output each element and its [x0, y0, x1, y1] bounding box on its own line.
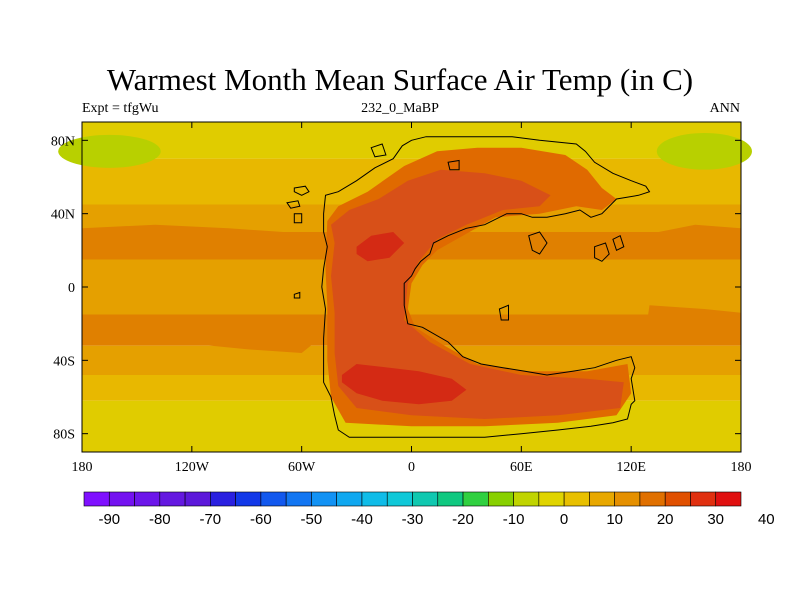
colorbar-label: -80: [149, 511, 171, 528]
colorbar-label: 40: [758, 511, 775, 528]
colorbar-swatch: [437, 491, 464, 507]
axis-ticks: 180 120W 60W 0 60E 120E 180 80N 40N 0 40S 80S: [51, 122, 752, 475]
colorbar-swatch: [361, 491, 388, 507]
colorbar-label: -90: [98, 511, 120, 528]
colorbar-label: -20: [452, 511, 474, 528]
lon-tick-label: 120W: [175, 460, 210, 475]
island-outline-5: [528, 231, 548, 255]
colorbar-label: 20: [657, 511, 674, 528]
map-fill-layer: [58, 122, 752, 452]
island-outline-9: [498, 304, 509, 321]
island-outline-6: [594, 242, 610, 262]
colorbar-swatch: [690, 491, 717, 507]
island-outline-4: [447, 159, 460, 171]
cool-region-0: [58, 134, 161, 168]
island-outline-8: [293, 291, 301, 299]
continent-outline: [321, 136, 651, 438]
colorbar-label: 10: [606, 511, 623, 528]
colorbar-label: -60: [250, 511, 272, 528]
experiment-label: Expt = tfgWu: [82, 101, 159, 116]
time-label: 232_0_MaBP: [361, 101, 439, 116]
colorbar-swatch: [488, 491, 514, 507]
colorbar-swatch: [386, 491, 413, 507]
colorbar-swatch: [134, 491, 161, 507]
lon-tick-label: 60W: [288, 460, 316, 475]
lat-tick-label: 40N: [51, 208, 75, 223]
colorbar-swatch: [589, 491, 615, 507]
colorbar-swatch: [285, 491, 312, 507]
colorbar-label: -30: [402, 511, 424, 528]
colorbar-swatch: [336, 491, 363, 507]
lon-tick-label: 180: [731, 460, 752, 475]
colorbar-label: 30: [707, 511, 724, 528]
cool-region-1: [656, 133, 752, 170]
colorbar-swatch: [614, 491, 641, 507]
colorbar-swatch: [412, 491, 439, 507]
hot-region-1: [331, 169, 624, 419]
lon-tick-label: 0: [408, 460, 415, 475]
colorbar-swatch: [159, 491, 186, 507]
colorbar-label: -50: [301, 511, 323, 528]
ocean-warm-band-3: [645, 224, 741, 251]
ocean-warm-band-0: [82, 316, 320, 353]
hot-region-2: [341, 364, 467, 405]
lon-tick-label: 120E: [616, 460, 646, 475]
colorbar-swatch: [563, 491, 590, 507]
lon-tick-label: 60E: [510, 460, 533, 475]
colorbar-swatch: [513, 491, 540, 507]
colorbar-swatch: [235, 491, 262, 507]
island-outline-3: [370, 143, 387, 158]
colorbar-swatch: [210, 491, 236, 507]
lat-tick-label: 40S: [53, 354, 75, 369]
colorbar-swatch: [260, 491, 287, 507]
island-outline-2: [293, 213, 303, 224]
colorbar-swatch: [538, 491, 565, 507]
colorbar-swatch: [311, 491, 337, 507]
season-label: ANN: [709, 101, 740, 116]
page-title: Warmest Month Mean Surface Air Temp (in …: [106, 62, 694, 97]
ocean-warm-band-2: [645, 305, 741, 342]
colorbar-label: 0: [560, 511, 568, 528]
hot-region-3: [356, 232, 405, 262]
lat-tick-label: 0: [68, 281, 75, 296]
colorbar-swatch: [184, 491, 211, 507]
island-outline-1: [286, 200, 301, 209]
colorbar-swatch: [83, 491, 110, 507]
lon-tick-label: 180: [72, 460, 93, 475]
ocean-warm-band-1: [82, 224, 311, 254]
colorbar: -90-80-70-60-50-40-30-20-1001020304050: [83, 491, 775, 528]
colorbar-label: -70: [199, 511, 221, 528]
island-outline-0: [293, 185, 310, 196]
colorbar-label: -10: [503, 511, 525, 528]
colorbar-label: -40: [351, 511, 373, 528]
colorbar-swatch: [462, 491, 489, 507]
lat-tick-label: 80N: [51, 134, 75, 149]
lat-tick-label: 80S: [53, 428, 75, 443]
island-outline-7: [612, 234, 625, 252]
land-outline-layer: [286, 136, 651, 438]
colorbar-swatch: [639, 491, 666, 507]
colorbar-swatch: [715, 491, 742, 507]
colorbar-swatch: [108, 491, 135, 507]
colorbar-swatch: [664, 491, 691, 507]
